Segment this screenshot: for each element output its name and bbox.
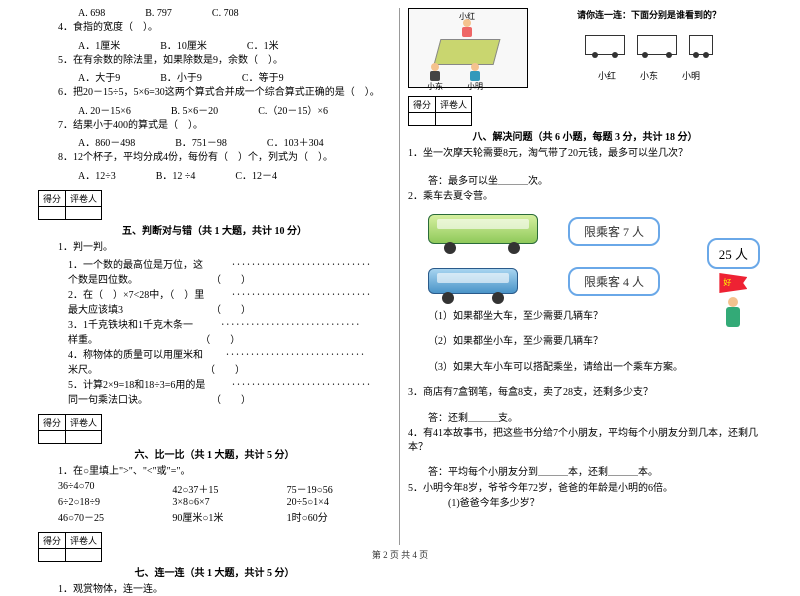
opt: B. 5×6－20 [171, 102, 218, 117]
r-q3-ans: 答：还剩＿＿＿支。 [408, 412, 762, 426]
opt: A．1厘米 [78, 37, 120, 52]
r-q2-3: （3）如果大车小车可以搭配乘坐，请给出一个乘车方案。 [408, 361, 762, 375]
r-q5-1: (1)爸爸今年多少岁？ [408, 497, 762, 511]
view-side [585, 35, 625, 55]
name: 小东 [640, 69, 658, 82]
page-footer: 第 2 页 共 4 页 [0, 548, 800, 561]
opt: B．10厘米 [160, 37, 207, 52]
cmp: 75－19○56 [287, 481, 391, 496]
cmp: 42○37＋15 [172, 481, 276, 496]
j5: 5．计算2×9=18和18÷3=6用的是同一句乘法口诀。 ‥‥‥‥‥‥‥‥‥‥‥… [38, 376, 391, 406]
name: 小红 [598, 69, 616, 82]
section-5-title: 五、判断对与错（共 1 大题，共计 10 分） [38, 222, 391, 237]
score-box-5: 得分 评卷人 [38, 190, 391, 220]
opt: C．1米 [247, 37, 279, 52]
opt: A. 698 [78, 8, 105, 19]
j1: 1．一个数的最高位是万位，这个数是四位数。 ‥‥‥‥‥‥‥‥‥‥‥‥‥‥（ ） [38, 256, 391, 286]
flag-icon [719, 273, 747, 293]
small-car-icon [428, 260, 548, 304]
opt: A．大于9 [78, 69, 120, 84]
section-8-title: 八、解决问题（共 6 小题，每题 3 分，共计 18 分） [408, 128, 762, 143]
grader-label: 评卷人 [66, 190, 102, 206]
view-back [637, 35, 677, 55]
q8-options: A．12÷3 B．12 ÷4 C．12－4 [38, 167, 391, 182]
name: 小明 [682, 69, 700, 82]
r-q4: 4．有41本故事书，把这些书分给7个小朋友，平均每个小朋友分到几本，还剩几本？ [408, 427, 762, 454]
q8: 8．12个杯子，平均分成4份，每份有（ ）个，列式为（ ）。 [38, 151, 391, 165]
cmp: 90厘米○1米 [172, 509, 276, 524]
opt: C．等于9 [242, 69, 284, 84]
guide-person-icon [723, 297, 743, 331]
opt: C. 708 [212, 8, 239, 19]
compare-head: 1．在○里填上">"、"<"或"="。 [38, 465, 391, 479]
cmp: 6÷2○18÷9 [58, 497, 162, 508]
link-q1: 1．观赏物体，连一连。 [38, 583, 391, 596]
scene-row: 小红 小东 小明 请你连一连：下面分别是谁看到的？ 小红 小东 小明 [408, 8, 762, 88]
section-7-title: 七、连一连（共 1 大题，共计 5 分） [38, 564, 391, 579]
q6-options: A. 20－15×6 B. 5×6－20 C.（20－15）×6 [38, 102, 391, 117]
opt: A．860－498 [78, 134, 135, 149]
r-q1: 1．坐一次摩天轮需要8元，淘气带了20元钱，最多可以坐几次？ [408, 147, 762, 161]
opt: A. 20－15×6 [78, 102, 131, 117]
j4: 4．称物体的质量可以用厘米和米尺。 ‥‥‥‥‥‥‥‥‥‥‥‥‥‥（ ） [38, 346, 391, 376]
right-column: 小红 小东 小明 请你连一连：下面分别是谁看到的？ 小红 小东 小明 [400, 8, 770, 545]
opt: C．103＋304 [267, 134, 324, 149]
r-q3: 3．商店有7盒钢笔，每盒8支，卖了28支，还剩多少支？ [408, 386, 762, 400]
q6: 6．把20－15÷5，5×6=30这两个算式合并成一个综合算式正确的是（ ）。 [38, 86, 391, 100]
opt: C．12－4 [235, 167, 277, 182]
big-bus-icon [428, 210, 548, 254]
score-box-6: 得分 评卷人 [38, 414, 391, 444]
q4: 4．食指的宽度（ ）。 [38, 21, 391, 35]
q7-options: A．860－498 B．751－98 C．103＋304 [38, 134, 391, 149]
q3-options: A. 698 B. 797 C. 708 [38, 8, 391, 19]
opt: B. 797 [145, 8, 172, 19]
q5: 5．在有余数的除法里，如果除数是9，余数（ ）。 [38, 54, 391, 68]
j2: 2．在（ ）×7<28中，（ ）里最大应该填3 ‥‥‥‥‥‥‥‥‥‥‥‥‥‥（ … [38, 286, 391, 316]
scene-title: 请你连一连：下面分别是谁看到的？ [536, 8, 762, 21]
judge-head: 1．判一判。 [38, 241, 391, 255]
compare-grid: 36÷4○70 42○37＋15 75－19○56 6÷2○18÷9 3×8○6… [38, 481, 391, 524]
cmp: 3×8○6×7 [172, 497, 276, 508]
guide-group: 25 人 [707, 238, 760, 331]
r-q2-2: （2）如果都坐小车，至少需要几辆车？ [408, 335, 762, 349]
left-column: A. 698 B. 797 C. 708 4．食指的宽度（ ）。 A．1厘米 B… [30, 8, 400, 545]
j3: 3．1千克铁块和1千克木条一样重。 ‥‥‥‥‥‥‥‥‥‥‥‥‥‥（ ） [38, 316, 391, 346]
cmp: 36÷4○70 [58, 481, 162, 496]
opt: A．12÷3 [78, 167, 116, 182]
cmp: 46○70－25 [58, 509, 162, 524]
score-label: 得分 [39, 190, 66, 206]
big-bus-sign: 限乘客 7 人 [568, 217, 660, 246]
small-car-sign: 限乘客 4 人 [568, 267, 660, 296]
opt: B．12 ÷4 [156, 167, 196, 182]
score-box-8: 得分 评卷人 [408, 96, 762, 126]
r-q4-ans: 答：平均每个小朋友分到＿＿＿本，还剩＿＿＿本。 [408, 466, 762, 480]
q5-options: A．大于9 B．小于9 C．等于9 [38, 69, 391, 84]
view-front [689, 35, 713, 55]
cmp: 20÷5○1×4 [287, 497, 391, 508]
q7: 7．结果小于400的算式是（ ）。 [38, 119, 391, 133]
opt: B．小于9 [160, 69, 202, 84]
cmp: 1时○60分 [287, 509, 391, 524]
r-q5: 5．小明今年8岁，爷爷今年72岁，爸爸的年龄是小明的6倍。 [408, 482, 762, 496]
q4-options: A．1厘米 B．10厘米 C．1米 [38, 37, 391, 52]
vehicle-views: 请你连一连：下面分别是谁看到的？ 小红 小东 小明 [536, 8, 762, 82]
r-q1-ans: 答：最多可以坐＿＿＿次。 [408, 175, 762, 189]
scene-illustration: 小红 小东 小明 [408, 8, 528, 88]
opt: C.（20－15）×6 [258, 102, 328, 117]
people-count: 25 人 [707, 238, 760, 269]
r-q2: 2．乘车去夏令营。 [408, 190, 762, 204]
opt: B．751－98 [175, 134, 227, 149]
section-6-title: 六、比一比（共 1 大题，共计 5 分） [38, 446, 391, 461]
